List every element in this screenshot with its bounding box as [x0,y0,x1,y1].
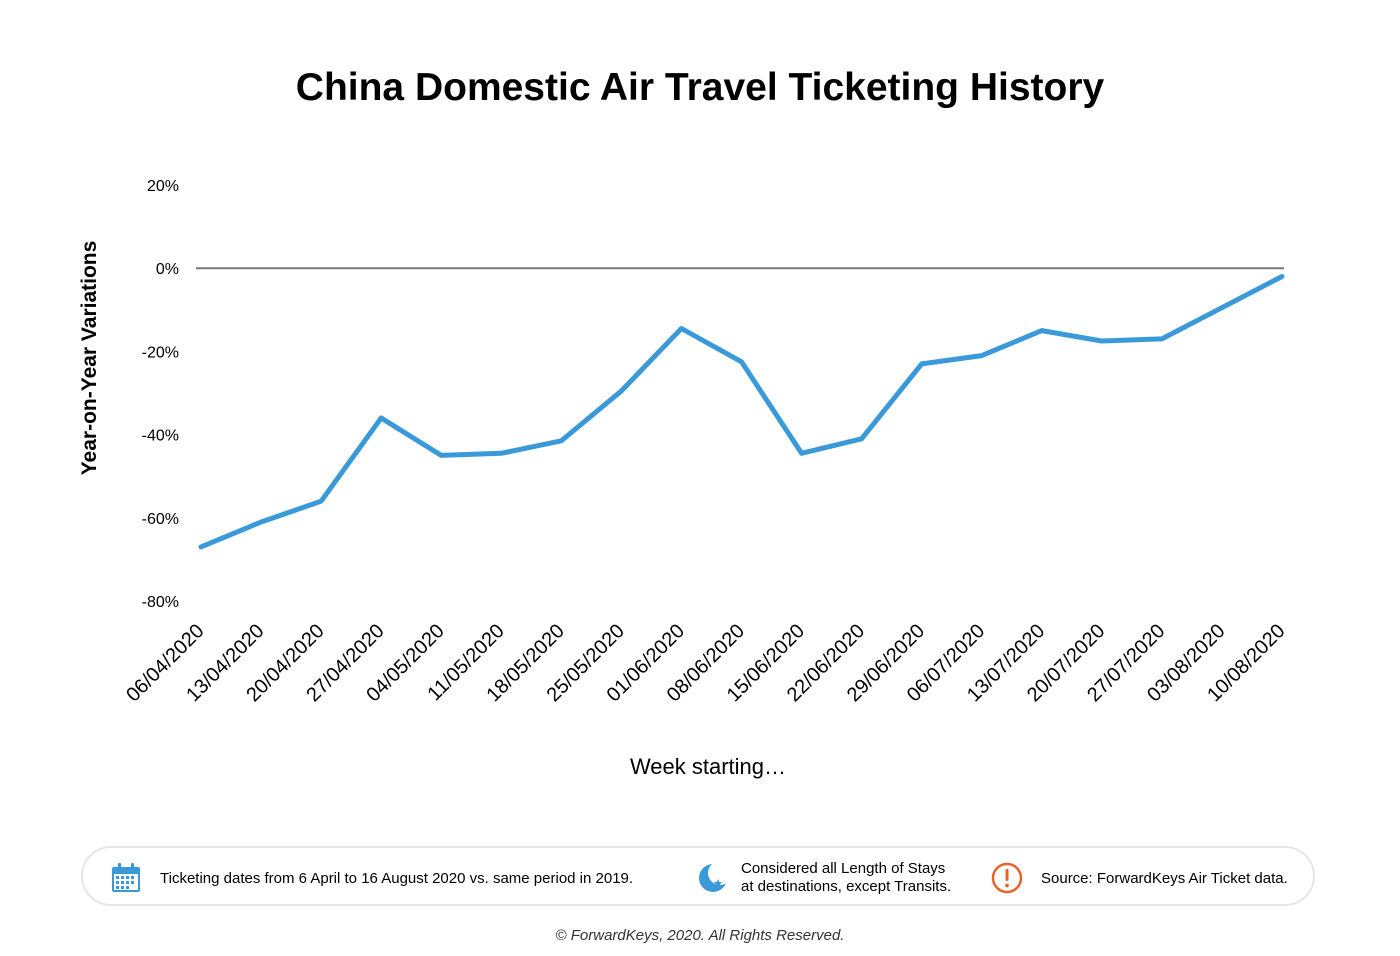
y-tick-label: -40% [142,428,179,445]
footer-dates-text: Ticketing dates from 6 April to 16 Augus… [160,869,634,887]
footer-info-bar: Ticketing dates from 6 April to 16 Augus… [81,846,1315,906]
copyright-notice: © ForwardKeys, 2020. All Rights Reserved… [555,927,845,944]
calendar-icon [112,863,140,892]
footer-stays-line1: Considered all Length of Stays [741,860,946,877]
exclamation-icon [991,862,1023,894]
y-axis-title: Year-on-Year Variations [78,241,101,476]
y-tick-label: -60% [142,511,179,528]
y-tick-label: 20% [147,178,179,195]
footer-item-dates: Ticketing dates from 6 April to 16 Augus… [110,862,633,894]
x-axis-ticks: 06/04/202013/04/202020/04/202027/04/2020… [122,620,1289,706]
chart-title: China Domestic Air Travel Ticketing Hist… [295,66,1105,109]
footer-item-source: Source: ForwardKeys Air Ticket data. [991,862,1288,894]
y-axis-ticks: 20% 0% -20% -40% -60% -80% [142,178,179,611]
y-tick-label: -20% [142,344,179,361]
line-chart: 20% 0% -20% -40% -60% -80% 06/04/202013/04/20… [78,178,1290,779]
x-axis-title: Week starting… [630,754,786,779]
y-tick-label: -80% [142,594,179,611]
moon-star-icon [699,862,729,892]
footer-stays-line2: at destinations, except Transits. [741,878,952,895]
footer-item-stays: Considered all Length of Stays at destin… [697,860,951,896]
y-tick-label: 0% [156,261,179,278]
series-line [198,274,1285,550]
footer-source-text: Source: ForwardKeys Air Ticket data. [1041,869,1288,887]
